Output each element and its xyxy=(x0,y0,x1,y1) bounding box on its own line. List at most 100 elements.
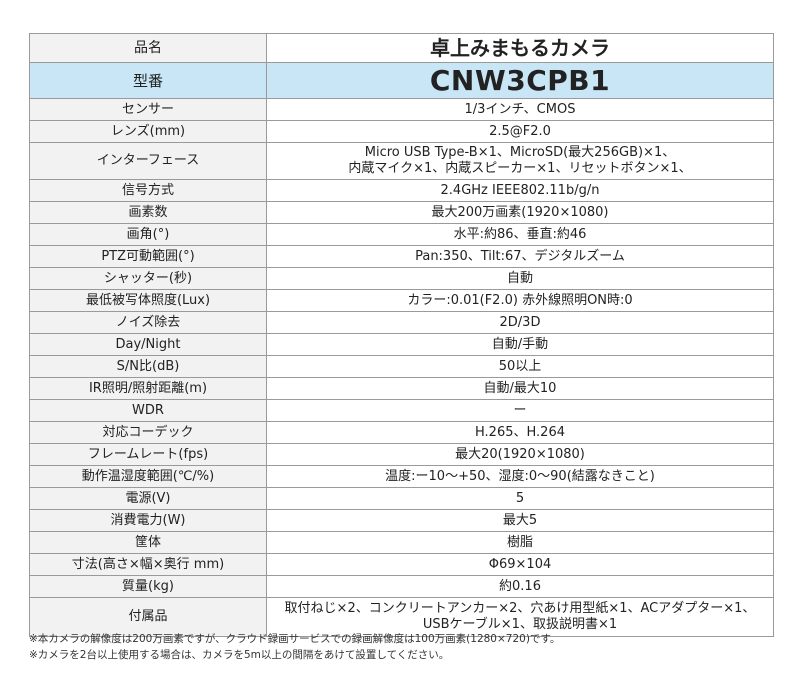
model-number-value: CNW3CPB1 xyxy=(266,62,774,99)
spec-value: H.265、H.264 xyxy=(266,421,774,444)
spec-value: 2.4GHz IEEE802.11b/g/n xyxy=(266,179,774,202)
spec-row: 対応コーデック H.265、H.264 xyxy=(29,421,774,444)
spec-label: フレームレート(fps) xyxy=(29,443,267,466)
spec-row: 画素数 最大200万画素(1920×1080) xyxy=(29,201,774,224)
spec-row: 付属品 取付ねじ×2、コンクリートアンカー×2、穴あけ用型紙×1、ACアダプター×… xyxy=(29,597,774,637)
spec-value: 自動 xyxy=(266,267,774,290)
spec-value: 最大200万画素(1920×1080) xyxy=(266,201,774,224)
spec-label: Day/Night xyxy=(29,333,267,356)
product-name-label: 品名 xyxy=(29,33,267,63)
spec-value-line: 自動/最大10 xyxy=(483,380,557,396)
footnotes: ※本カメラの解像度は200万画素ですが、クラウド録画サービスでの録画解像度は10… xyxy=(29,631,789,663)
spec-value-line: Φ69×104 xyxy=(488,556,552,572)
spec-value-line: 温度:ー10〜+50、湿度:0〜90(結露なきこと) xyxy=(385,468,655,484)
spec-label: 消費電力(W) xyxy=(29,509,267,532)
spec-label: 対応コーデック xyxy=(29,421,267,444)
spec-row: フレームレート(fps) 最大20(1920×1080) xyxy=(29,443,774,466)
spec-row: 画角(°) 水平:約86、垂直:約46 xyxy=(29,223,774,246)
spec-label: センサー xyxy=(29,98,267,121)
spec-value: Micro USB Type-B×1、MicroSD(最大256GB)×1、 内蔵… xyxy=(266,142,774,180)
spec-value-line: 最大20(1920×1080) xyxy=(455,446,585,462)
spec-table-container: 品名 卓上みまもるカメラ 型番 CNW3CPB1 センサー 1/3インチ、CMOS… xyxy=(29,33,774,637)
spec-row: WDR ー xyxy=(29,399,774,422)
footnote-2: ※カメラを2台以上使用する場合は、カメラを5m以上の間隔をあけて設置してください… xyxy=(29,649,450,661)
spec-label: レンズ(mm) xyxy=(29,120,267,143)
spec-row: 筐体 樹脂 xyxy=(29,531,774,554)
spec-label: PTZ可動範囲(°) xyxy=(29,245,267,268)
spec-value-line: 水平:約86、垂直:約46 xyxy=(453,226,587,242)
spec-value: Φ69×104 xyxy=(266,553,774,576)
spec-table-body: 品名 卓上みまもるカメラ 型番 CNW3CPB1 センサー 1/3インチ、CMOS… xyxy=(29,33,774,637)
spec-value: 自動/最大10 xyxy=(266,377,774,400)
spec-row: インターフェース Micro USB Type-B×1、MicroSD(最大256… xyxy=(29,142,774,180)
spec-row: S/N比(dB) 50以上 xyxy=(29,355,774,378)
spec-value-line: USBケーブル×1、取扱説明書×1 xyxy=(422,617,618,632)
spec-row: センサー 1/3インチ、CMOS xyxy=(29,98,774,121)
spec-label: シャッター(秒) xyxy=(29,267,267,290)
model-number-row: 型番 CNW3CPB1 xyxy=(29,62,774,99)
spec-row: IR照明/照射距離(m) 自動/最大10 xyxy=(29,377,774,400)
spec-value-line: Pan:350、Tilt:67、デジタルズーム xyxy=(415,248,625,264)
spec-value: 自動/手動 xyxy=(266,333,774,356)
spec-label: 質量(kg) xyxy=(29,575,267,598)
spec-value-line: 1/3インチ、CMOS xyxy=(464,101,576,117)
spec-value: 樹脂 xyxy=(266,531,774,554)
spec-value: 取付ねじ×2、コンクリートアンカー×2、穴あけ用型紙×1、ACアダプター×1、 U… xyxy=(266,597,774,637)
spec-value-line: ー xyxy=(513,402,527,418)
spec-label: IR照明/照射距離(m) xyxy=(29,377,267,400)
spec-label: 筐体 xyxy=(29,531,267,554)
model-number-label: 型番 xyxy=(29,62,267,99)
spec-value: 1/3インチ、CMOS xyxy=(266,98,774,121)
spec-label: 電源(V) xyxy=(29,487,267,510)
spec-label: インターフェース xyxy=(29,142,267,180)
spec-row: 電源(V) 5 xyxy=(29,487,774,510)
spec-value-line: 5 xyxy=(515,490,525,506)
spec-value-line: 樹脂 xyxy=(506,534,533,550)
spec-label: 寸法(高さ×幅×奥行 mm) xyxy=(29,553,267,576)
spec-label: 画角(°) xyxy=(29,223,267,246)
spec-value: Pan:350、Tilt:67、デジタルズーム xyxy=(266,245,774,268)
spec-row: Day/Night 自動/手動 xyxy=(29,333,774,356)
spec-value-line: 約0.16 xyxy=(499,578,541,594)
spec-value-line: H.265、H.264 xyxy=(475,424,565,440)
spec-value: 温度:ー10〜+50、湿度:0〜90(結露なきこと) xyxy=(266,465,774,488)
spec-value: 約0.16 xyxy=(266,575,774,598)
spec-value: 50以上 xyxy=(266,355,774,378)
spec-value-line: 2D/3D xyxy=(499,314,541,330)
spec-row: 寸法(高さ×幅×奥行 mm) Φ69×104 xyxy=(29,553,774,576)
spec-value-line: 2.4GHz IEEE802.11b/g/n xyxy=(440,182,600,198)
spec-row: 最低被写体照度(Lux) カラー:0.01(F2.0) 赤外線照明ON時:0 xyxy=(29,289,774,312)
spec-row: PTZ可動範囲(°) Pan:350、Tilt:67、デジタルズーム xyxy=(29,245,774,268)
spec-row: 動作温湿度範囲(℃/%) 温度:ー10〜+50、湿度:0〜90(結露なきこと) xyxy=(29,465,774,488)
spec-label: 信号方式 xyxy=(29,179,267,202)
spec-row: 質量(kg) 約0.16 xyxy=(29,575,774,598)
spec-label: 画素数 xyxy=(29,201,267,224)
spec-label: 動作温湿度範囲(℃/%) xyxy=(29,465,267,488)
spec-row: シャッター(秒) 自動 xyxy=(29,267,774,290)
spec-value: 水平:約86、垂直:約46 xyxy=(266,223,774,246)
spec-value: 2.5@F2.0 xyxy=(266,120,774,143)
spec-value-line: Micro USB Type-B×1、MicroSD(最大256GB)×1、 xyxy=(364,145,676,160)
spec-value: 5 xyxy=(266,487,774,510)
spec-value: 最大5 xyxy=(266,509,774,532)
spec-value-line: 自動 xyxy=(506,270,533,286)
spec-value-line: 自動/手動 xyxy=(491,336,549,352)
spec-value-line: カラー:0.01(F2.0) 赤外線照明ON時:0 xyxy=(407,292,633,308)
spec-row: 信号方式 2.4GHz IEEE802.11b/g/n xyxy=(29,179,774,202)
spec-value: 2D/3D xyxy=(266,311,774,334)
footnote-1: ※本カメラの解像度は200万画素ですが、クラウド録画サービスでの録画解像度は10… xyxy=(29,633,561,645)
spec-label: 最低被写体照度(Lux) xyxy=(29,289,267,312)
product-name-value: 卓上みまもるカメラ xyxy=(266,33,774,63)
spec-value: カラー:0.01(F2.0) 赤外線照明ON時:0 xyxy=(266,289,774,312)
spec-label: 付属品 xyxy=(29,597,267,637)
spec-row: 消費電力(W) 最大5 xyxy=(29,509,774,532)
spec-value-line: 最大200万画素(1920×1080) xyxy=(431,204,609,220)
spec-value-line: 50以上 xyxy=(498,358,542,374)
spec-table: 品名 卓上みまもるカメラ 型番 CNW3CPB1 センサー 1/3インチ、CMOS… xyxy=(29,33,774,637)
spec-row: ノイズ除去 2D/3D xyxy=(29,311,774,334)
spec-value-line: 内蔵マイク×1、内蔵スピーカー×1、リセットボタン×1、 xyxy=(348,161,692,176)
spec-value: ー xyxy=(266,399,774,422)
spec-label: WDR xyxy=(29,399,267,422)
spec-label: ノイズ除去 xyxy=(29,311,267,334)
spec-value-line: 最大5 xyxy=(502,512,538,528)
